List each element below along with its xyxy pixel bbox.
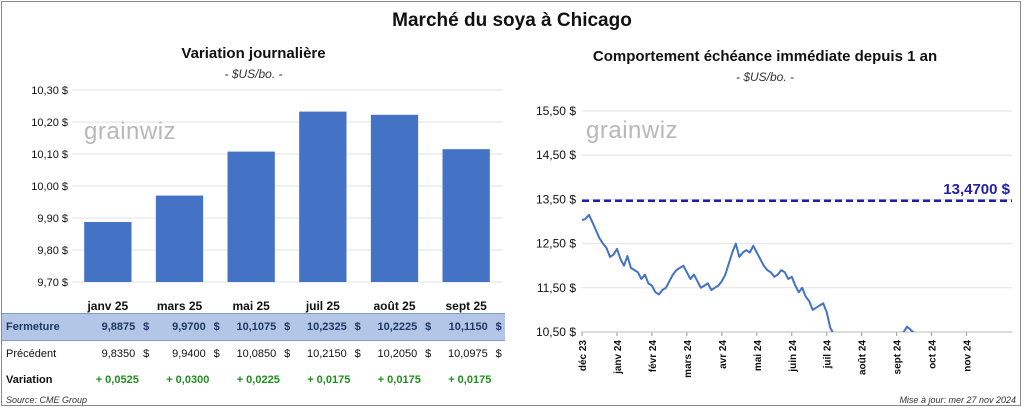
cell: + 0,0525 (95, 374, 139, 386)
x-tick-label: janv 24 (613, 340, 624, 375)
y-tick-label: 10,30 $ (31, 85, 68, 97)
table-row-variation: Variation + 0,0525 + 0,0300 + 0,0225 + 0… (2, 367, 505, 393)
cell: + 0,0300 (166, 374, 210, 386)
price-table: Fermeture 9,8875 $ 9,9700 $ 10,1075 $ 10,23… (2, 313, 505, 393)
cell: 10,0975 $ (447, 348, 502, 360)
line-chart: 10,50 $ 11,50 $ 12,50 $ 13,50 $ 14,50 $ 15,50… (536, 104, 1012, 378)
bar (370, 114, 419, 282)
x-tick-label: févr 24 (648, 340, 659, 373)
x-tick-label: sept 25 (445, 299, 487, 313)
y-tick-label: 10,10 $ (31, 149, 68, 161)
y-tick-label: 11,50 $ (537, 281, 576, 295)
cell: 10,2050 $ (377, 348, 432, 360)
update-note: Mise à jour: mer 27 nov 2024 (899, 395, 1016, 405)
y-tick-label: 15,50 $ (536, 104, 576, 118)
reference-label: 13,4700 $ (943, 181, 1010, 198)
x-tick-label: mars 25 (157, 299, 203, 313)
bar (84, 222, 132, 282)
main-title: Marché du soya à Chicago (392, 10, 632, 31)
cell: 10,2325 $ (293, 313, 364, 341)
y-tick-label: 9,80 $ (37, 245, 68, 257)
y-tick-label: 9,90 $ (37, 213, 68, 225)
y-tick-label: 10,00 $ (31, 181, 68, 193)
bar-chart: 9,70 $ 9,80 $ 9,90 $ 10,00 $ 10,10 $ 10,20 $ 1… (31, 85, 502, 313)
bar (442, 149, 490, 282)
x-tick-label: oct 24 (928, 340, 939, 369)
cell: + 0,0175 (377, 374, 421, 386)
x-tick-label: déc 23 (578, 340, 589, 372)
row-label: Variation (6, 374, 53, 386)
y-tick-label: 14,50 $ (536, 148, 576, 162)
x-tick-label: août 24 (858, 340, 869, 375)
bar (227, 151, 275, 282)
cell: 9,9400 $ (172, 348, 220, 360)
y-tick-label: 10,50 $ (536, 325, 576, 339)
y-tick-label: 10,20 $ (31, 117, 68, 129)
y-tick-label: 12,50 $ (536, 237, 576, 251)
x-tick-label: août 25 (373, 299, 415, 313)
bar (155, 195, 204, 282)
table-row-precedent: Précédent 9,8350 $ 9,9400 $ 10,0850 $ 10,21… (2, 341, 505, 368)
x-tick-label: sept 24 (893, 340, 904, 375)
x-tick-label: mai 24 (753, 340, 764, 372)
cell: 9,8875 $ (82, 313, 153, 341)
y-tick-label: 13,50 $ (536, 192, 576, 206)
cell: 10,0850 $ (236, 348, 291, 360)
cell: 9,8350 $ (101, 348, 150, 360)
series-line (582, 213, 915, 332)
x-tick-label: mars 24 (683, 340, 694, 378)
x-tick-label: juil 25 (305, 299, 340, 313)
x-tick-label: mai 25 (232, 299, 270, 313)
x-tick-label: avr 24 (718, 340, 729, 369)
table-row-fermeture: Fermeture 9,8875 $ 9,9700 $ 10,1075 $ 10,23… (2, 313, 505, 341)
cell: 10,2150 $ (306, 348, 361, 360)
grainwiz-logo: grainwiz (84, 118, 177, 145)
x-tick-label: juil 24 (823, 340, 834, 370)
x-tick-label: juin 24 (788, 340, 799, 373)
left-panel-title: Variation journalière (181, 45, 326, 62)
cell: + 0,0175 (448, 374, 492, 386)
row-label: Fermeture (2, 313, 82, 341)
bar (299, 111, 347, 282)
cell: + 0,0175 (307, 374, 351, 386)
cell: 10,1150 $ (434, 313, 505, 341)
grainwiz-logo-right: grainwiz (586, 117, 679, 144)
left-panel-subtitle: - $US/bo. - (224, 67, 283, 81)
x-tick-label: janv 25 (86, 299, 128, 313)
cell: 10,2225 $ (364, 313, 435, 341)
right-panel-subtitle: - $US/bo. - (735, 70, 795, 84)
x-tick-label: nov 24 (963, 340, 974, 372)
y-tick-label: 9,70 $ (37, 277, 68, 289)
cell: 9,9700 $ (152, 313, 223, 341)
source-note: Source: CME Group (6, 395, 88, 405)
right-panel-title: Comportement échéance immédiate depuis 1… (592, 48, 938, 65)
cell: + 0,0225 (236, 374, 280, 386)
cell: 10,1075 $ (223, 313, 294, 341)
row-label: Précédent (6, 348, 57, 360)
